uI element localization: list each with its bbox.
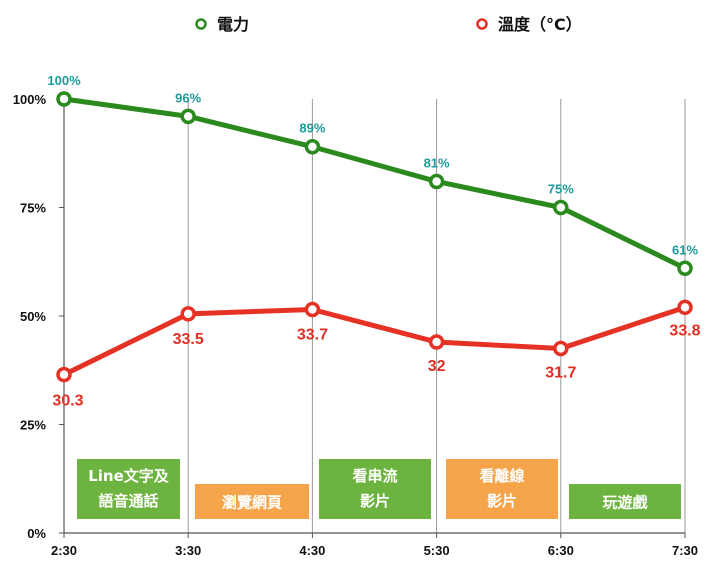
power-point — [553, 199, 569, 216]
activity-box — [319, 459, 431, 519]
power-data-label: 61% — [672, 242, 698, 257]
power-point — [677, 260, 693, 277]
activity-label: 影片 — [487, 492, 517, 510]
activity-box — [569, 484, 681, 519]
power-data-label: 81% — [424, 155, 450, 170]
activity-label: 玩遊戲 — [602, 494, 648, 512]
y-axis: 0% 25% 50% 75% 100% — [13, 92, 65, 541]
power-point — [304, 138, 321, 155]
activity-label: 瀏覽網頁 — [222, 494, 282, 512]
activity-box — [77, 459, 180, 519]
legend: 電力 溫度（°C） — [195, 15, 582, 34]
activity-box — [446, 459, 558, 519]
y-tick-label: 100% — [13, 92, 47, 107]
x-tick-label: 5:30 — [424, 543, 450, 558]
y-tick-label: 75% — [20, 201, 46, 216]
legend-label: 溫度（°C） — [498, 15, 582, 34]
activity-label: Line文字及 — [88, 467, 170, 485]
activity-label: 語音通話 — [98, 492, 158, 510]
power-point — [180, 108, 196, 125]
temperature-point — [304, 301, 321, 318]
legend-marker — [476, 18, 488, 30]
power-data-label: 89% — [299, 121, 325, 136]
power-data-label: 96% — [175, 90, 201, 105]
grid — [187, 99, 686, 533]
x-tick-label: 2:30 — [51, 543, 77, 558]
y-tick-label: 0% — [27, 526, 46, 541]
activity-label: 看串流 — [352, 467, 397, 485]
temperature-point — [56, 366, 72, 383]
power-point — [56, 91, 72, 107]
x-axis: 2:30 3:30 4:30 5:30 6:30 7:30 — [51, 532, 698, 558]
temperature-data-label: 33.5 — [173, 331, 204, 348]
legend-marker — [195, 18, 207, 30]
legend-label: 電力 — [217, 15, 249, 34]
temperature-point — [553, 340, 569, 357]
activity-label: 影片 — [360, 492, 390, 510]
power-line — [63, 96, 687, 271]
temperature-data-label: 32 — [428, 358, 446, 375]
activity-label: 看離線 — [479, 467, 524, 485]
power-data-label: 75% — [548, 182, 574, 197]
y-tick-label: 25% — [20, 418, 46, 433]
temperature-data-label: 33.7 — [297, 326, 328, 343]
x-tick-label: 3:30 — [175, 543, 201, 558]
temperature-line — [62, 304, 686, 377]
temperature-point — [677, 299, 693, 316]
temperature-data-label: 33.8 — [669, 322, 700, 339]
series-layer: 100% 96% 89% 81% 75% 61% 30.3 33.5 33.7 32 31.7 33.… — [47, 73, 700, 410]
activity-box — [195, 484, 309, 519]
temperature-point — [428, 334, 445, 350]
power-data-label: 100% — [47, 73, 81, 88]
x-tick-label: 4:30 — [299, 543, 325, 558]
x-tick-label: 6:30 — [548, 543, 574, 558]
y-tick-label: 50% — [20, 309, 46, 324]
x-tick-label: 7:30 — [672, 543, 698, 558]
power-point — [428, 173, 445, 190]
temperature-data-label: 30.3 — [52, 393, 83, 410]
temperature-data-label: 31.7 — [545, 365, 576, 382]
temperature-point — [180, 306, 196, 322]
